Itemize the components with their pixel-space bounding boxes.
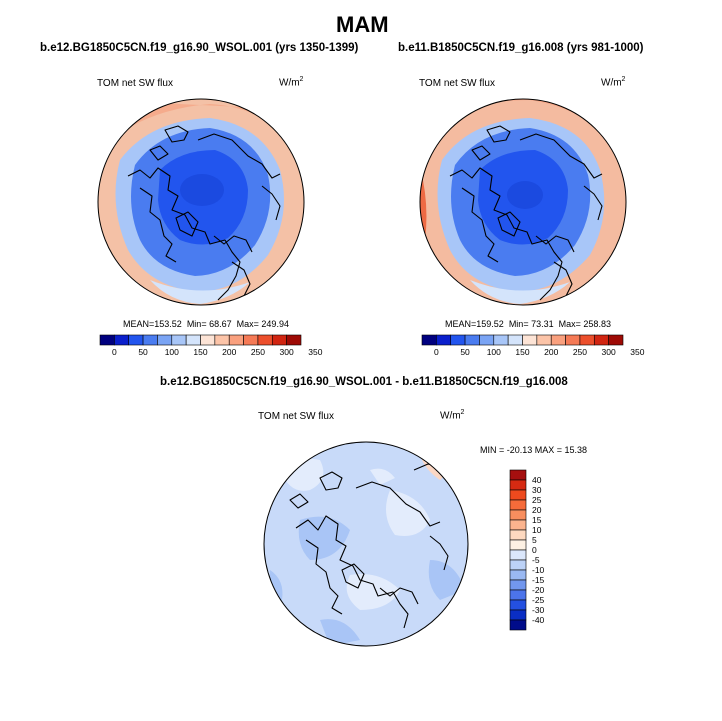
panel-2-colorbar-tick-label: 350 xyxy=(630,347,644,357)
difference-colorbar-tick-label: 10 xyxy=(532,525,542,535)
difference-units-base: W/m xyxy=(440,410,461,422)
difference-colorbar-swatch xyxy=(509,609,527,621)
panel-1-colorbar-tick-label: 300 xyxy=(280,347,294,357)
panel-1-mean-value: 153.52 xyxy=(154,319,182,329)
panel-1-colorbar-swatch xyxy=(286,334,302,346)
difference-minmax: MIN = -20.13 MAX = 15.38 xyxy=(480,445,588,455)
difference-units-sup: 2 xyxy=(460,409,465,416)
difference-colorbar-tick-label: 0 xyxy=(532,545,537,555)
difference-colorbar-swatch xyxy=(509,469,527,481)
panel-2-colorbar-tick-label: 150 xyxy=(515,347,529,357)
panel-1-stats: MEAN=153.52 Min= 68.67 Max= 249.94 xyxy=(123,319,289,329)
difference-colorbar-swatch xyxy=(509,559,527,571)
panel-2-mean-label: MEAN= xyxy=(445,319,477,329)
panel-1-units-base: W/m xyxy=(279,77,300,89)
difference-colorbar-tick-label: 5 xyxy=(532,535,537,545)
panel-2-units-label: W/m2 xyxy=(601,76,625,88)
panel-1-max-value: 249.94 xyxy=(261,319,289,329)
difference-title: b.e12.BG1850C5CN.f19_g16.90_WSOL.001 - b… xyxy=(160,376,568,388)
panel-1-mean-label: MEAN= xyxy=(123,319,155,329)
panel-2-colorbar-tick-label: 200 xyxy=(544,347,558,357)
difference-colorbar-swatch xyxy=(509,569,527,581)
panel-1-colorbar-tick-label: 100 xyxy=(165,347,179,357)
difference-colorbar-tick-label: 40 xyxy=(532,475,542,485)
difference-colorbar-tick-label: 25 xyxy=(532,495,542,505)
difference-colorbar-tick-label: -15 xyxy=(532,575,545,585)
difference-colorbar-swatch xyxy=(509,589,527,601)
panel-2-colorbar: 0 50 100 150 200 250 300 350 xyxy=(421,334,645,357)
panel-1-variable-label: TOM net SW flux xyxy=(97,78,173,89)
panel-2-units-base: W/m xyxy=(601,77,622,89)
difference-colorbar-tick-label: -30 xyxy=(532,605,545,615)
panel-1-colorbar-tick-label: 350 xyxy=(308,347,322,357)
panel-2-colorbar-tick-label: 300 xyxy=(602,347,616,357)
difference-colorbar-swatch xyxy=(509,499,527,511)
panel-1-colorbar: 0 50 100 150 200 250 300 350 xyxy=(99,334,323,357)
panel-1-units-sup: 2 xyxy=(299,76,304,83)
panel-2-max-value: 258.83 xyxy=(583,319,611,329)
difference-colorbar-tick-label: 30 xyxy=(532,485,542,495)
panel-1-min-label: Min= xyxy=(186,319,207,329)
panel-1-colorbar-tick-label: 250 xyxy=(251,347,265,357)
panel-2-min-label: Min= xyxy=(508,319,529,329)
figure-title: MAM xyxy=(336,12,389,37)
panel-2-min-value: 73.31 xyxy=(531,319,554,329)
panel-2-colorbar-tick-label: 250 xyxy=(573,347,587,357)
panel-1-colorbar-tick-label: 200 xyxy=(222,347,236,357)
panel-2-mean-value: 159.52 xyxy=(476,319,504,329)
difference-colorbar-swatch xyxy=(509,579,527,591)
difference-colorbar-swatch xyxy=(509,489,527,501)
panel-1-colorbar-tick-label: 50 xyxy=(138,347,148,357)
difference-colorbar-tick-label: -25 xyxy=(532,595,545,605)
difference-colorbar-tick-label: -20 xyxy=(532,585,545,595)
difference-colorbar-tick-label: 20 xyxy=(532,505,542,515)
panel-1-case-title: b.e12.BG1850C5CN.f19_g16.90_WSOL.001 (yr… xyxy=(40,42,359,54)
panel-1-units-label: W/m2 xyxy=(279,76,303,88)
difference-variable-label: TOM net SW flux xyxy=(258,411,334,422)
panel-2-max-label: Max= xyxy=(558,319,581,329)
difference-colorbar-tick-label: 15 xyxy=(532,515,542,525)
difference-colorbar-swatch xyxy=(509,539,527,551)
panel-2-case-title: b.e11.B1850C5CN.f19_g16.008 (yrs 981-100… xyxy=(398,42,644,54)
panel-2-colorbar-tick-label: 50 xyxy=(460,347,470,357)
difference-colorbar-swatch xyxy=(509,599,527,611)
panel-2-colorbar-tick-label: 100 xyxy=(487,347,501,357)
panel-2-stats: MEAN=159.52 Min= 73.31 Max= 258.83 xyxy=(445,319,611,329)
panel-1-max-label: Max= xyxy=(236,319,259,329)
difference-colorbar-swatch xyxy=(509,619,527,631)
panel-2-colorbar-tick-label: 0 xyxy=(434,347,439,357)
difference-colorbar-swatch xyxy=(509,479,527,491)
difference-colorbar-swatch xyxy=(509,509,527,521)
difference-colorbar-tick-label: -5 xyxy=(532,555,540,565)
difference-units-label: W/m2 xyxy=(440,409,464,421)
panel-1-colorbar-tick-label: 150 xyxy=(193,347,207,357)
difference-colorbar-swatch xyxy=(509,519,527,531)
panel-1-colorbar-tick-label: 0 xyxy=(112,347,117,357)
panel-1-min-value: 68.67 xyxy=(209,319,232,329)
difference-colorbar-swatch xyxy=(509,549,527,561)
difference-colorbar-tick-label: -10 xyxy=(532,565,545,575)
difference-colorbar-tick-label: -40 xyxy=(532,615,545,625)
difference-colorbar-swatch xyxy=(509,529,527,541)
panel-2-variable-label: TOM net SW flux xyxy=(419,78,495,89)
panel-2-units-sup: 2 xyxy=(621,76,626,83)
panel-2-colorbar-swatch xyxy=(608,334,624,346)
